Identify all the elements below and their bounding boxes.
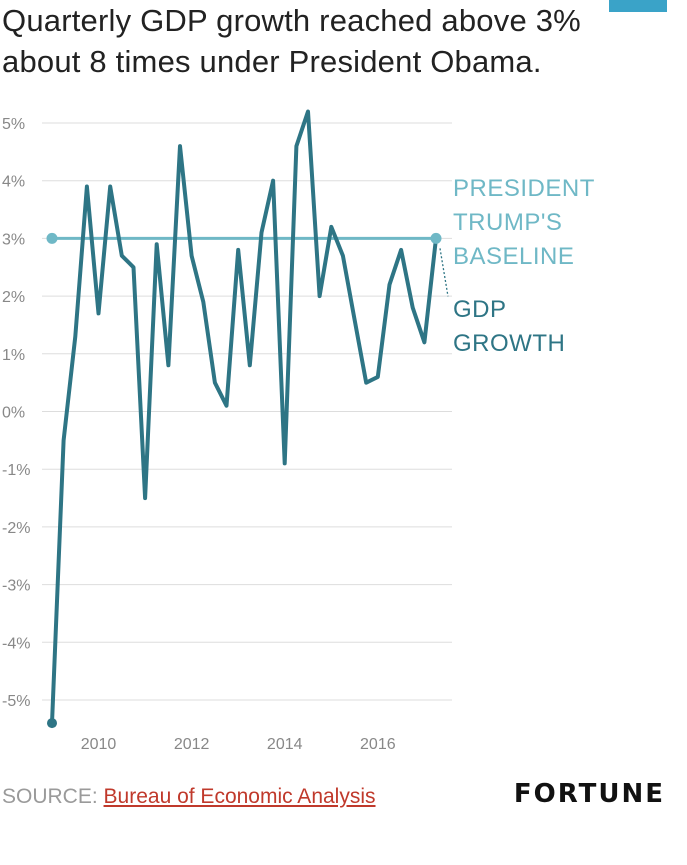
accent-bar <box>609 0 667 12</box>
baseline-start-point <box>46 232 58 244</box>
chart-title: Quarterly GDP growth reached above 3% ab… <box>2 3 581 79</box>
gdp-label: GROWTH <box>453 330 565 357</box>
x-tick-label: 2016 <box>360 736 396 753</box>
baseline-end-point <box>430 232 442 244</box>
y-tick-label: -2% <box>2 520 30 537</box>
source-note: SOURCE: Bureau of Economic Analysis <box>2 785 376 809</box>
gdp-start-point <box>47 718 57 729</box>
x-tick-label: 2010 <box>81 736 117 753</box>
y-tick-label: -4% <box>2 635 30 652</box>
gdp-series-line <box>50 109 438 726</box>
x-tick-label: 2014 <box>267 736 303 753</box>
y-tick-label: 4% <box>2 174 25 191</box>
baseline-label: BASELINE <box>453 243 574 270</box>
source-link[interactable]: Bureau of Economic Analysis <box>103 785 376 808</box>
y-tick-label: -5% <box>2 693 30 710</box>
baseline-label: PRESIDENT <box>453 175 595 202</box>
y-tick-label: 1% <box>2 347 25 364</box>
source-prefix: SOURCE: <box>2 785 98 808</box>
gdp-label-leader <box>439 248 449 297</box>
gdp-label: GDP <box>453 296 507 323</box>
y-tick-label: -1% <box>2 462 30 479</box>
x-tick-label: 2012 <box>174 736 210 753</box>
y-tick-label: 5% <box>2 116 25 133</box>
y-tick-label: 2% <box>2 289 25 306</box>
y-tick-label: 0% <box>2 405 25 422</box>
y-tick-label: 3% <box>2 231 25 248</box>
fortune-logo: FORTUNE <box>513 779 665 809</box>
y-tick-label: -3% <box>2 578 30 595</box>
baseline-label: TRUMP'S <box>453 209 562 236</box>
